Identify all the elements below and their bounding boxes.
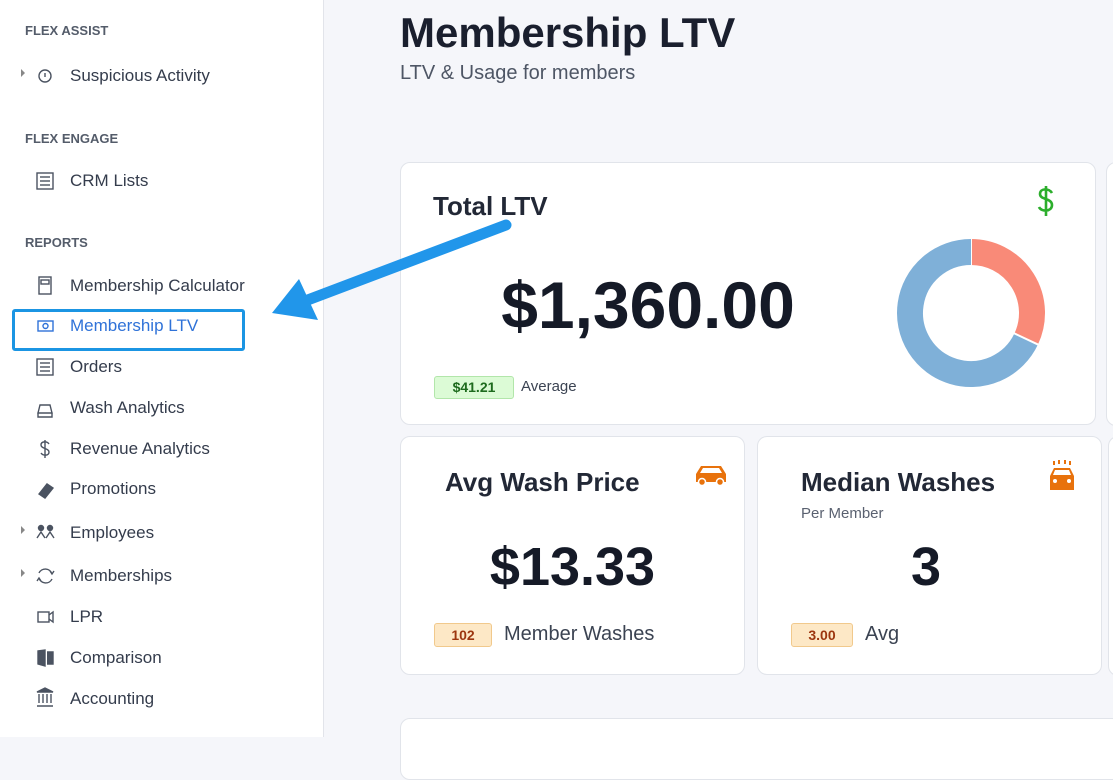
donut-chart bbox=[897, 238, 1045, 387]
nav-item[interactable]: Membership Calculator bbox=[70, 276, 245, 295]
badge-label: Avg bbox=[865, 623, 900, 645]
nav-item[interactable]: Accounting bbox=[70, 689, 155, 708]
nav-item[interactable]: CRM Lists bbox=[70, 171, 149, 190]
nav-item[interactable]: Revenue Analytics bbox=[70, 439, 210, 458]
section-title: FLEX ASSIST bbox=[25, 23, 109, 38]
nav-item[interactable]: LPR bbox=[70, 607, 104, 626]
nav-item[interactable]: Memberships bbox=[70, 566, 173, 585]
nav-item[interactable]: Suspicious Activity bbox=[70, 66, 210, 85]
donut-segment bbox=[970, 239, 1045, 345]
nav-item[interactable]: Comparison bbox=[70, 648, 162, 667]
card bbox=[1108, 436, 1113, 676]
donut-segment bbox=[897, 239, 1038, 387]
nav-item[interactable]: Membership LTV bbox=[70, 316, 199, 335]
card-value: 3 bbox=[910, 537, 942, 597]
badge: 3.00 bbox=[791, 623, 853, 647]
card-title: Total LTV bbox=[433, 191, 548, 221]
card-title: Avg Wash Price bbox=[445, 467, 640, 497]
badge-label: Member Washes bbox=[504, 623, 655, 645]
nav-item[interactable]: Employees bbox=[70, 523, 155, 542]
card bbox=[400, 718, 1113, 780]
nav-icons bbox=[21, 69, 55, 707]
badge-label: Average bbox=[521, 378, 577, 395]
car-icon bbox=[696, 466, 726, 487]
card-subtitle: Per Member bbox=[801, 505, 884, 522]
card-title: Median Washes bbox=[801, 467, 996, 497]
dollar-icon bbox=[1037, 186, 1054, 216]
nav-item[interactable]: Wash Analytics bbox=[70, 398, 185, 417]
card-value: $13.33 bbox=[489, 537, 656, 597]
nav-item[interactable]: Promotions bbox=[70, 479, 156, 498]
card: Avg Wash Price $13.33 102 Member Washes bbox=[400, 436, 745, 675]
badge: 102 bbox=[434, 623, 492, 647]
badge: $41.21 bbox=[434, 376, 514, 399]
section-title: FLEX ENGAGE bbox=[25, 131, 119, 146]
highlight-box bbox=[12, 309, 245, 351]
sidebar: FLEX ASSIST Suspicious Activity FLEX ENG… bbox=[0, 0, 324, 737]
wash-icon bbox=[1050, 460, 1074, 490]
card bbox=[1106, 162, 1113, 426]
nav-item[interactable]: Orders bbox=[70, 357, 122, 376]
page-title: Membership LTV bbox=[400, 9, 736, 56]
section-title: REPORTS bbox=[25, 235, 88, 250]
card: Median Washes Per Member 3 3.00 Avg bbox=[757, 436, 1102, 675]
card-value: $1,360.00 bbox=[501, 268, 795, 342]
segment-separator bbox=[1013, 332, 1040, 346]
page-subtitle: LTV & Usage for members bbox=[400, 62, 636, 84]
card: Total LTV $1,360.00 $41.21 Average bbox=[400, 162, 1096, 425]
